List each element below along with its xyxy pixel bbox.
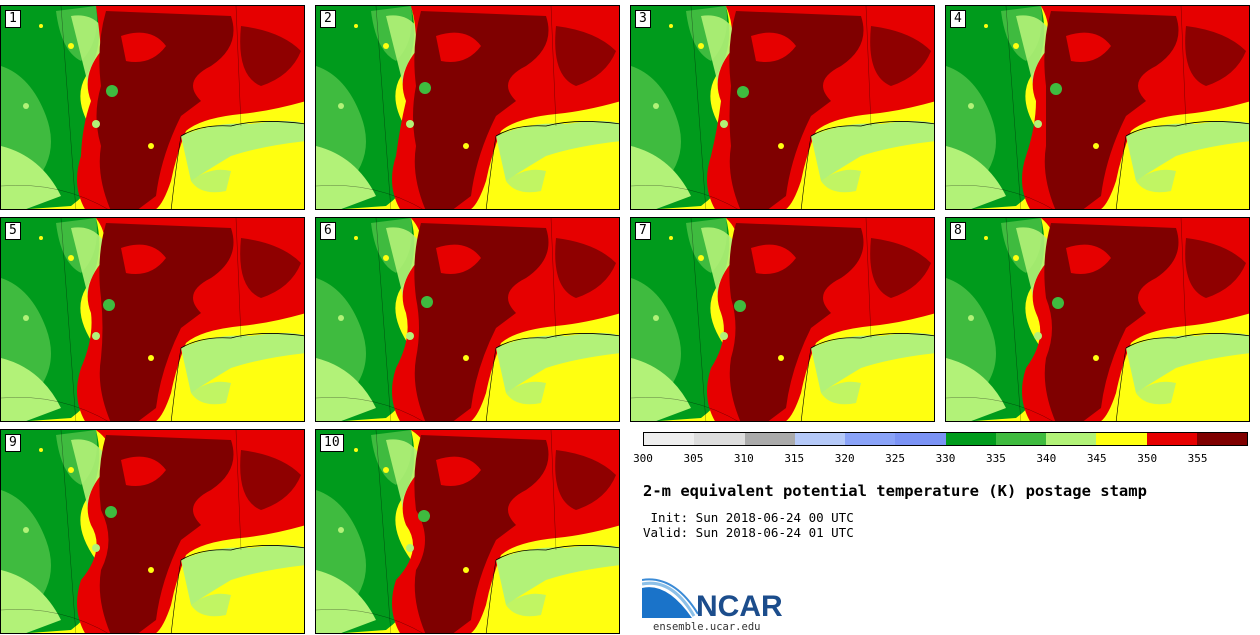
member-number-label: 2: [320, 10, 336, 28]
member-map: [316, 430, 619, 633]
member-number-label: 8: [950, 222, 966, 240]
colorbar-segment: [995, 433, 1046, 445]
ensemble-member-panel: 3: [630, 5, 935, 210]
colorbar-segment: [744, 433, 795, 445]
ncar-logo: NCAR: [642, 578, 783, 622]
ensemble-member-panel: 4: [945, 5, 1250, 210]
ensemble-member-panel: 9: [0, 429, 305, 634]
colorbar-tick-label: 325: [885, 452, 906, 465]
member-map: [946, 218, 1249, 421]
member-number-label: 5: [5, 222, 21, 240]
colorbar-tick-label: 310: [733, 452, 754, 465]
colorbar-tick-label: 355: [1187, 452, 1208, 465]
ensemble-member-panel: 10: [315, 429, 620, 634]
member-map: [631, 218, 934, 421]
colorbar-segment: [845, 433, 896, 445]
colorbar-tick-label: 305: [683, 452, 704, 465]
member-number-label: 9: [5, 434, 21, 452]
valid-time: Valid: Sun 2018-06-24 01 UTC: [643, 525, 854, 540]
colorbar-tick-label: 345: [1086, 452, 1107, 465]
colorbar-segment: [1146, 433, 1197, 445]
member-number-label: 4: [950, 10, 966, 28]
ensemble-url: ensemble.ucar.edu: [653, 621, 761, 633]
member-map: [316, 6, 619, 209]
colorbar-segment: [895, 433, 946, 445]
member-number-label: 6: [320, 222, 336, 240]
member-map: [1, 6, 304, 209]
colorbar-segment: [1046, 433, 1097, 445]
ensemble-member-panel: 7: [630, 217, 935, 422]
ensemble-member-panel: 6: [315, 217, 620, 422]
colorbar-tick-label: 340: [1036, 452, 1057, 465]
colorbar-labels: 300 305 310 315 320 325 330 335 340 345 350 355: [633, 452, 1248, 468]
colorbar: [643, 432, 1248, 446]
colorbar-tick-label: 320: [834, 452, 855, 465]
colorbar-tick-label: 335: [985, 452, 1006, 465]
ensemble-member-panel: 5: [0, 217, 305, 422]
colorbar-tick-label: 330: [935, 452, 956, 465]
colorbar-tick-label: 350: [1137, 452, 1158, 465]
member-number-label: 7: [635, 222, 651, 240]
figure-title: 2-m equivalent potential temperature (K)…: [643, 482, 1147, 500]
ncar-logo-text: NCAR: [696, 590, 783, 622]
member-map: [1, 218, 304, 421]
member-map: [1, 430, 304, 633]
member-map: [316, 218, 619, 421]
member-map: [946, 6, 1249, 209]
colorbar-segment: [644, 433, 695, 445]
member-number-label: 3: [635, 10, 651, 28]
colorbar-tick-label: 315: [784, 452, 805, 465]
colorbar-segment: [794, 433, 845, 445]
init-time: Init: Sun 2018-06-24 00 UTC: [643, 510, 854, 525]
colorbar-segment: [1196, 433, 1247, 445]
member-number-label: 1: [5, 10, 21, 28]
ensemble-member-panel: 2: [315, 5, 620, 210]
member-map: [631, 6, 934, 209]
colorbar-segment: [1096, 433, 1147, 445]
ensemble-member-panel: 1: [0, 5, 305, 210]
ensemble-member-panel: 8: [945, 217, 1250, 422]
colorbar-tick-label: 300: [633, 452, 653, 465]
member-number-label: 10: [320, 434, 344, 452]
colorbar-segment: [945, 433, 996, 445]
colorbar-segment: [694, 433, 745, 445]
